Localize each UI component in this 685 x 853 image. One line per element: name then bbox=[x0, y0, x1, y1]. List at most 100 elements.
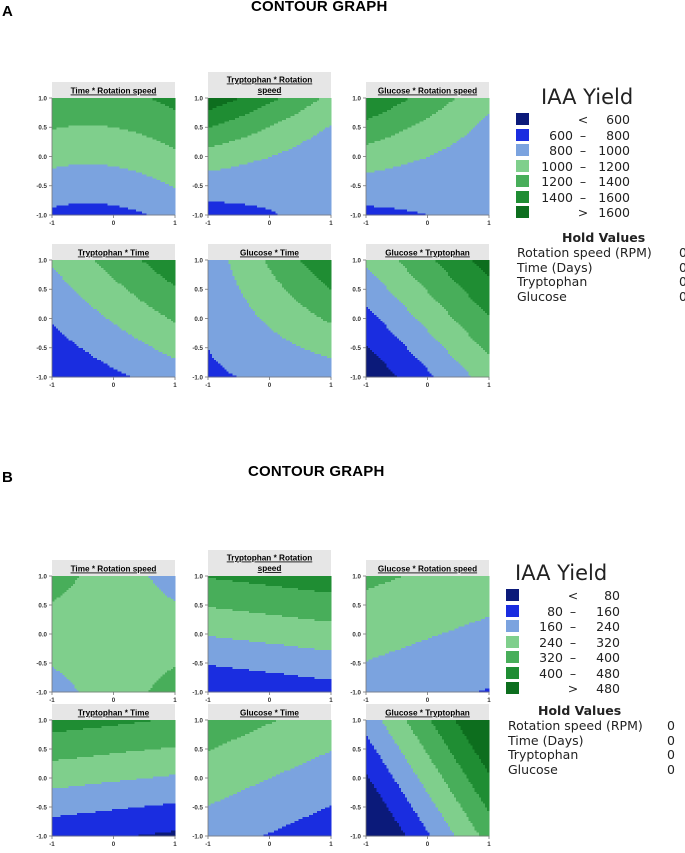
y-tick-label: 1.0 bbox=[352, 95, 361, 102]
contour-band bbox=[207, 577, 332, 621]
contour-band bbox=[208, 98, 319, 148]
contour-plot: Tryptophan * Time 1.0 0.5 0.0 -0.5 -1.0-1 0 1 bbox=[36, 244, 177, 389]
contour-band bbox=[208, 98, 278, 128]
x-tick-label: 1 bbox=[329, 697, 333, 704]
contour-band bbox=[300, 260, 332, 290]
plot-title-bg bbox=[208, 244, 331, 260]
x-tick-label: 0 bbox=[426, 697, 430, 704]
y-tick-label: -0.5 bbox=[350, 183, 361, 190]
y-tick-label: 0.0 bbox=[194, 316, 203, 323]
y-tick-label: 0.5 bbox=[194, 125, 203, 132]
hold-row: Glucose 0 bbox=[517, 288, 685, 304]
plot-title-box: Glucose * Tryptophan bbox=[366, 704, 489, 720]
contour-band bbox=[382, 720, 480, 837]
panel-b-hold-title: Hold Values bbox=[538, 703, 622, 718]
contour-band bbox=[51, 747, 176, 788]
contour-band bbox=[51, 720, 176, 761]
contour-band bbox=[207, 576, 332, 592]
y-tick-label: -1.0 bbox=[36, 833, 47, 840]
legend-swatch bbox=[516, 175, 529, 187]
x-tick-label: -1 bbox=[205, 841, 211, 848]
x-tick-label: 0 bbox=[112, 382, 116, 389]
contour-band bbox=[366, 576, 402, 590]
contour-band bbox=[228, 260, 332, 358]
plot-title-bg bbox=[208, 550, 331, 576]
y-tick-label: 0.5 bbox=[352, 287, 361, 294]
y-tick-label: 0.5 bbox=[352, 746, 361, 753]
contour-band bbox=[207, 720, 332, 806]
y-tick-label: 1.0 bbox=[194, 95, 203, 102]
x-tick-label: 0 bbox=[268, 382, 272, 389]
x-tick-label: 1 bbox=[487, 382, 491, 389]
y-tick-label: -0.5 bbox=[36, 345, 47, 352]
plot-title-box: Glucose * Tryptophan bbox=[366, 244, 489, 260]
y-tick-label: 0.5 bbox=[38, 125, 47, 132]
x-tick-label: 0 bbox=[112, 841, 116, 848]
y-tick-label: -1.0 bbox=[192, 833, 203, 840]
contour-plot: Glucose * Rotation speed 1.0 0.5 0.0 -0.5 -1.… bbox=[350, 82, 491, 227]
plot-title: Glucose * Time bbox=[240, 249, 299, 258]
plot-title: Glucose * Rotation speed bbox=[378, 565, 477, 574]
contour-band bbox=[95, 260, 176, 323]
x-tick-label: 0 bbox=[426, 220, 430, 227]
contour-band bbox=[208, 720, 276, 752]
y-tick-label: 1.0 bbox=[38, 717, 47, 724]
x-tick-label: 0 bbox=[112, 220, 116, 227]
legend-swatch bbox=[516, 128, 529, 141]
legend-swatch bbox=[506, 651, 519, 663]
y-tick-label: 0.5 bbox=[352, 125, 361, 132]
x-tick-label: -1 bbox=[205, 220, 211, 227]
x-tick-label: 1 bbox=[487, 220, 491, 227]
y-tick-label: 1.0 bbox=[352, 573, 361, 580]
y-tick-label: -1.0 bbox=[192, 212, 203, 219]
contour-band bbox=[407, 720, 490, 837]
y-tick-label: 0.5 bbox=[194, 746, 203, 753]
y-tick-label: 1.0 bbox=[194, 717, 203, 724]
contour-plot: Glucose * Tryptophan 1.0 0.5 0.0 -0.5 -1.0-1 0… bbox=[350, 704, 491, 848]
contour-band bbox=[366, 205, 426, 216]
contour-band bbox=[51, 576, 176, 693]
legend-swatch bbox=[516, 190, 529, 203]
contour-band bbox=[435, 260, 490, 315]
contour-band bbox=[208, 201, 278, 216]
legend-swatch bbox=[506, 635, 519, 648]
y-tick-label: 0.0 bbox=[38, 775, 47, 782]
x-tick-label: -1 bbox=[363, 841, 369, 848]
y-tick-label: -1.0 bbox=[350, 212, 361, 219]
y-tick-label: -1.0 bbox=[36, 212, 47, 219]
contour-band bbox=[208, 98, 237, 110]
x-tick-label: 0 bbox=[268, 220, 272, 227]
y-tick-label: 1.0 bbox=[38, 573, 47, 580]
contour-band bbox=[366, 576, 490, 662]
y-tick-label: -0.5 bbox=[192, 183, 203, 190]
contour-band bbox=[52, 576, 176, 693]
x-tick-label: 1 bbox=[173, 697, 177, 704]
hold-row: Rotation speed (RPM) 0 bbox=[508, 718, 675, 733]
legend-swatch bbox=[516, 206, 529, 218]
x-tick-label: 0 bbox=[268, 841, 272, 848]
x-tick-label: 1 bbox=[173, 382, 177, 389]
plot-title-bg bbox=[366, 560, 489, 576]
y-tick-label: 0.0 bbox=[194, 631, 203, 638]
plot-title-box: Glucose * Time bbox=[208, 244, 331, 260]
hold-row: Tryptophan 0 bbox=[508, 747, 675, 762]
contour-band bbox=[207, 635, 332, 679]
contour-plot: Glucose * Rotation speed 1.0 0.5 0.0 -0.5 -1.… bbox=[350, 560, 491, 704]
x-tick-label: -1 bbox=[205, 382, 211, 389]
contour-band bbox=[51, 774, 176, 817]
y-tick-label: 0.5 bbox=[38, 746, 47, 753]
panel-a-hold-title: Hold Values bbox=[562, 230, 646, 245]
plot-title: Tryptophan * Rotation bbox=[227, 554, 313, 563]
contour-band bbox=[366, 98, 408, 120]
y-tick-label: 0.0 bbox=[194, 154, 203, 161]
plot-title-box: Time * Rotation speed bbox=[52, 82, 175, 98]
y-tick-label: 0.0 bbox=[352, 154, 361, 161]
y-tick-label: -1.0 bbox=[350, 689, 361, 696]
x-tick-label: -1 bbox=[363, 382, 369, 389]
plot-title-bg bbox=[52, 244, 175, 260]
y-tick-label: 0.5 bbox=[352, 602, 361, 609]
legend-swatch bbox=[506, 620, 519, 632]
